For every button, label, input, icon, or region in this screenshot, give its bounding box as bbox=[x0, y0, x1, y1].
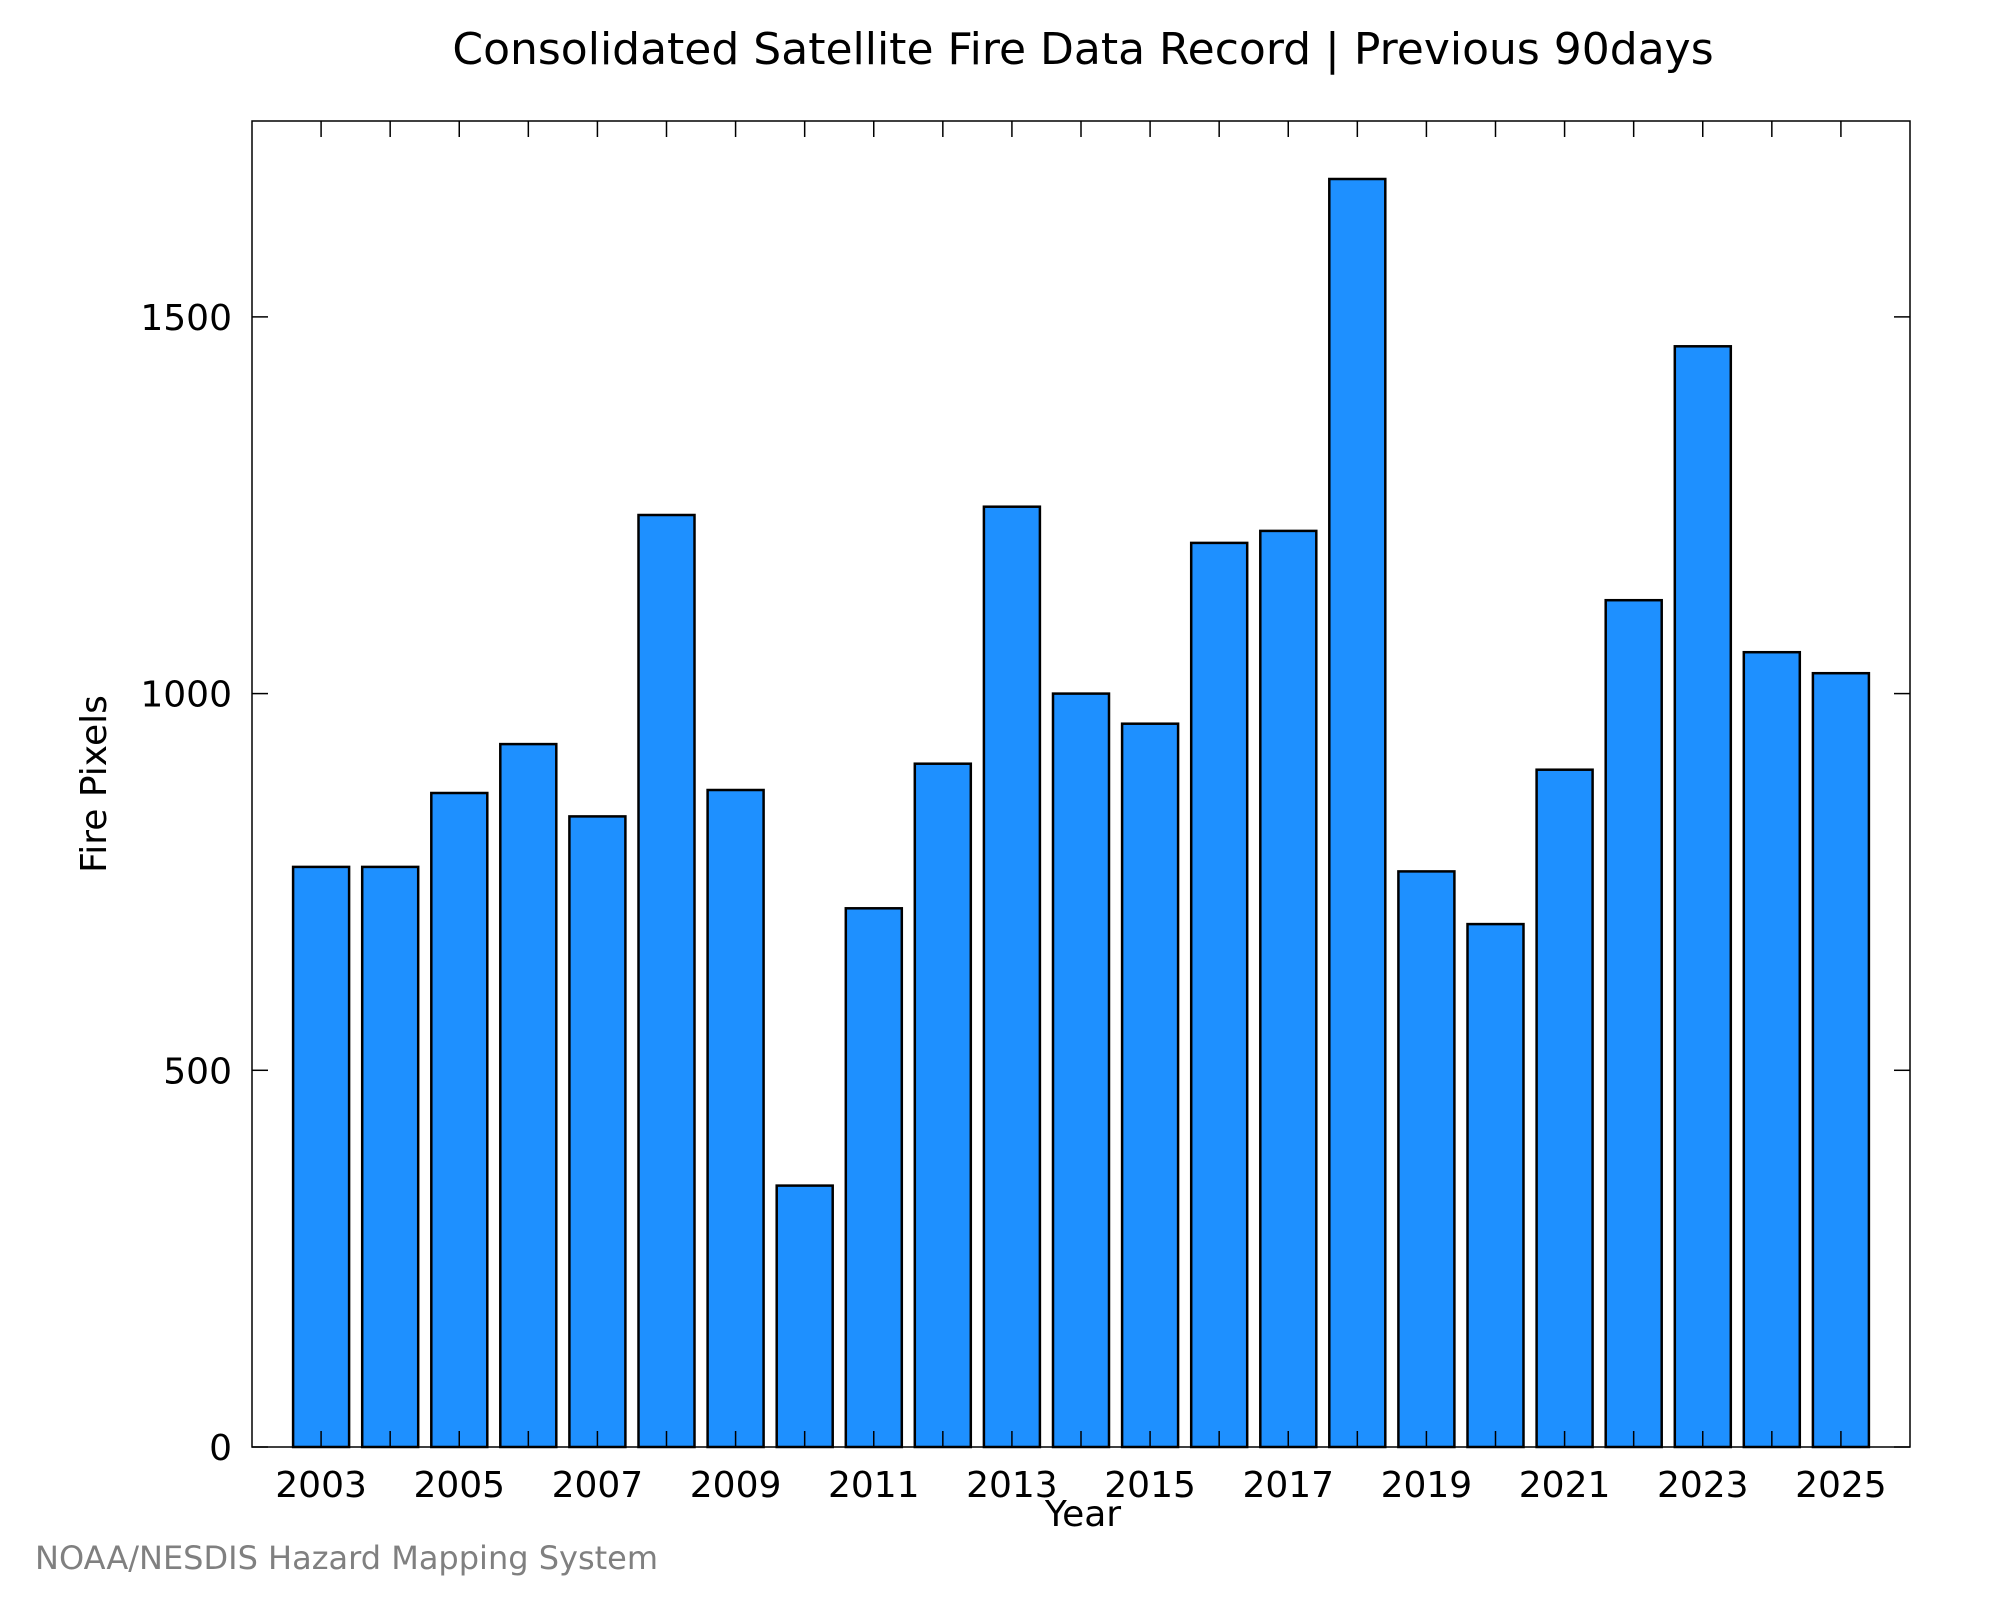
x-tick-label-2019: 2019 bbox=[1381, 1465, 1473, 1506]
bar-2010 bbox=[775, 1184, 834, 1449]
bar-2006 bbox=[499, 742, 558, 1449]
x-tick-label-2025: 2025 bbox=[1795, 1465, 1887, 1506]
x-tick-label-2017: 2017 bbox=[1242, 1465, 1334, 1506]
y-tick-label-1000: 1000 bbox=[140, 675, 232, 716]
footer-credit: NOAA/NESDIS Hazard Mapping System bbox=[35, 1539, 658, 1577]
y-axis-label: Fire Pixels bbox=[74, 695, 115, 873]
bars-group bbox=[291, 177, 1871, 1449]
bar-2013 bbox=[982, 505, 1042, 1449]
bar-2016 bbox=[1189, 541, 1249, 1449]
bar-2007 bbox=[568, 815, 627, 1449]
bar-2004 bbox=[360, 865, 420, 1449]
bar-2021 bbox=[1535, 768, 1594, 1449]
bar-2015 bbox=[1120, 722, 1180, 1449]
bar-2020 bbox=[1466, 922, 1525, 1449]
bar-2023 bbox=[1673, 345, 1733, 1449]
x-tick-label-2021: 2021 bbox=[1519, 1465, 1611, 1506]
x-tick-label-2009: 2009 bbox=[690, 1465, 782, 1506]
bar-2024 bbox=[1742, 650, 1802, 1449]
bar-2019 bbox=[1397, 870, 1456, 1449]
y-tick-label-500: 500 bbox=[163, 1051, 232, 1092]
x-axis: 2003 2005 2007 2009 2011 2013 2015 2017 2019 2021… bbox=[275, 121, 1887, 1506]
x-axis-label: Year bbox=[1044, 1494, 1121, 1535]
bar-2022 bbox=[1604, 598, 1663, 1449]
x-tick-label-2007: 2007 bbox=[552, 1465, 644, 1506]
bar-2005 bbox=[430, 791, 489, 1449]
bar-2011 bbox=[844, 907, 904, 1449]
x-tick-label-2013: 2013 bbox=[966, 1465, 1058, 1506]
x-tick-label-2015: 2015 bbox=[1104, 1465, 1196, 1506]
y-axis: 0 500 1000 1500 bbox=[140, 298, 1910, 1469]
bar-2018 bbox=[1328, 177, 1387, 1449]
chart-title: Consolidated Satellite Fire Data Record … bbox=[452, 24, 1713, 75]
bar-2017 bbox=[1259, 529, 1318, 1449]
bar-2014 bbox=[1051, 692, 1111, 1449]
x-tick-label-2011: 2011 bbox=[828, 1465, 920, 1506]
bar-2012 bbox=[913, 762, 973, 1449]
bar-2009 bbox=[706, 788, 765, 1449]
x-tick-label-2003: 2003 bbox=[275, 1465, 367, 1506]
y-tick-label-1500: 1500 bbox=[140, 298, 232, 339]
bar-2025 bbox=[1811, 671, 1871, 1449]
bar-2008 bbox=[637, 513, 696, 1449]
x-tick-label-2023: 2023 bbox=[1657, 1465, 1749, 1506]
bar-2003 bbox=[291, 865, 351, 1449]
x-tick-label-2005: 2005 bbox=[413, 1465, 505, 1506]
y-tick-label-0: 0 bbox=[209, 1428, 232, 1469]
